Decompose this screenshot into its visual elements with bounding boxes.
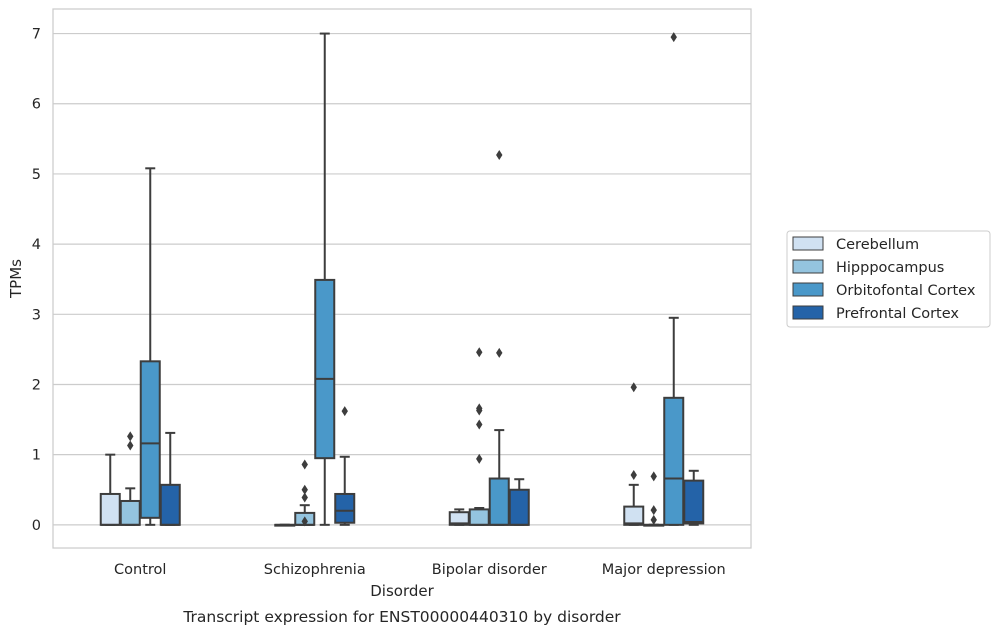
outlier-point [496, 149, 503, 160]
box-plot-group [623, 382, 645, 526]
box-plot-group [139, 167, 161, 526]
x-tick-label: Control [114, 562, 166, 578]
outlier-point [650, 514, 657, 525]
outlier-point [670, 32, 677, 43]
box-plot-group [99, 453, 121, 526]
box [119, 499, 141, 526]
y-tick-label: 5 [32, 167, 41, 183]
outlier-point [650, 471, 657, 482]
legend-swatch [792, 259, 824, 274]
box-plot-group [643, 471, 665, 527]
plot-frame [52, 8, 752, 549]
legend-item: Orbitofontal Cortex [792, 282, 976, 299]
box-plot-group [488, 149, 510, 526]
box-plot-group [294, 459, 316, 527]
box-plot-group [683, 469, 705, 526]
legend-item: Prefrontal Cortex [792, 305, 959, 322]
box-plot-group [663, 32, 685, 526]
y-tick-label: 7 [32, 27, 41, 43]
x-tick-label: Schizophrenia [264, 562, 366, 578]
x-axis-label: Disorder [370, 582, 434, 600]
box-plot-marks [99, 32, 705, 527]
outlier-point [476, 419, 483, 430]
x-tick-labels: Control Schizophrenia Bipolar disorder Majo… [114, 562, 726, 578]
box-plot-group [159, 431, 181, 526]
y-axis-label: TPMs [7, 259, 25, 299]
outlier-point [127, 440, 134, 451]
box-plot-group [119, 431, 141, 526]
legend-item: Hipppocampus [792, 259, 944, 276]
legend-label: Hipppocampus [836, 260, 944, 276]
legend-swatch [792, 282, 824, 297]
legend-swatch [792, 305, 824, 320]
legend-item: Cerebellum [792, 236, 919, 253]
outlier-point [341, 406, 348, 417]
box [508, 488, 530, 526]
legend-label: Cerebellum [836, 237, 919, 253]
y-tick-labels: 0 1 2 3 4 5 6 7 [32, 27, 41, 534]
box-plot-group [468, 347, 490, 526]
outlier-point [301, 459, 308, 470]
box [683, 479, 705, 525]
box-plot-group [448, 508, 470, 526]
box [623, 505, 645, 526]
legend: Cerebellum Hipppocampus Orbitofontal Corte… [786, 230, 991, 328]
box-plot-group [274, 523, 296, 527]
box-plot-group [314, 32, 336, 526]
x-tick-label: Major depression [602, 562, 726, 578]
box [314, 278, 336, 460]
outlier-point [476, 403, 483, 414]
y-tick-label: 1 [32, 448, 41, 464]
outlier-point [630, 382, 637, 393]
chart-caption: Transcript expression for ENST0000044031… [182, 608, 621, 626]
y-tick-label: 4 [32, 237, 41, 253]
outlier-point [301, 492, 308, 503]
outlier-point [476, 347, 483, 358]
outlier-point [476, 453, 483, 464]
outlier-point [650, 505, 657, 516]
legend-label: Prefrontal Cortex [836, 306, 959, 322]
x-tick-label: Bipolar disorder [432, 562, 547, 578]
y-tick-label: 0 [32, 518, 41, 534]
box-plot-group [508, 478, 530, 526]
box [159, 483, 181, 526]
legend-frame [786, 230, 991, 328]
box [663, 396, 685, 526]
outlier-point [496, 347, 503, 358]
legend-label: Orbitofontal Cortex [836, 283, 976, 299]
outlier-point [301, 484, 308, 495]
box-plot-group [334, 406, 356, 526]
outlier-point [301, 516, 308, 527]
y-tick-label: 6 [32, 97, 41, 113]
box [488, 477, 510, 526]
legend-swatch [792, 236, 824, 251]
box [139, 360, 161, 519]
outlier-point [127, 431, 134, 442]
box [468, 508, 490, 526]
box [99, 492, 121, 526]
box [334, 492, 356, 524]
y-tick-label: 2 [32, 377, 41, 393]
outlier-point [630, 470, 637, 481]
y-tick-label: 3 [32, 307, 41, 323]
legend-items: Cerebellum Hipppocampus Orbitofontal Corte… [792, 236, 976, 322]
